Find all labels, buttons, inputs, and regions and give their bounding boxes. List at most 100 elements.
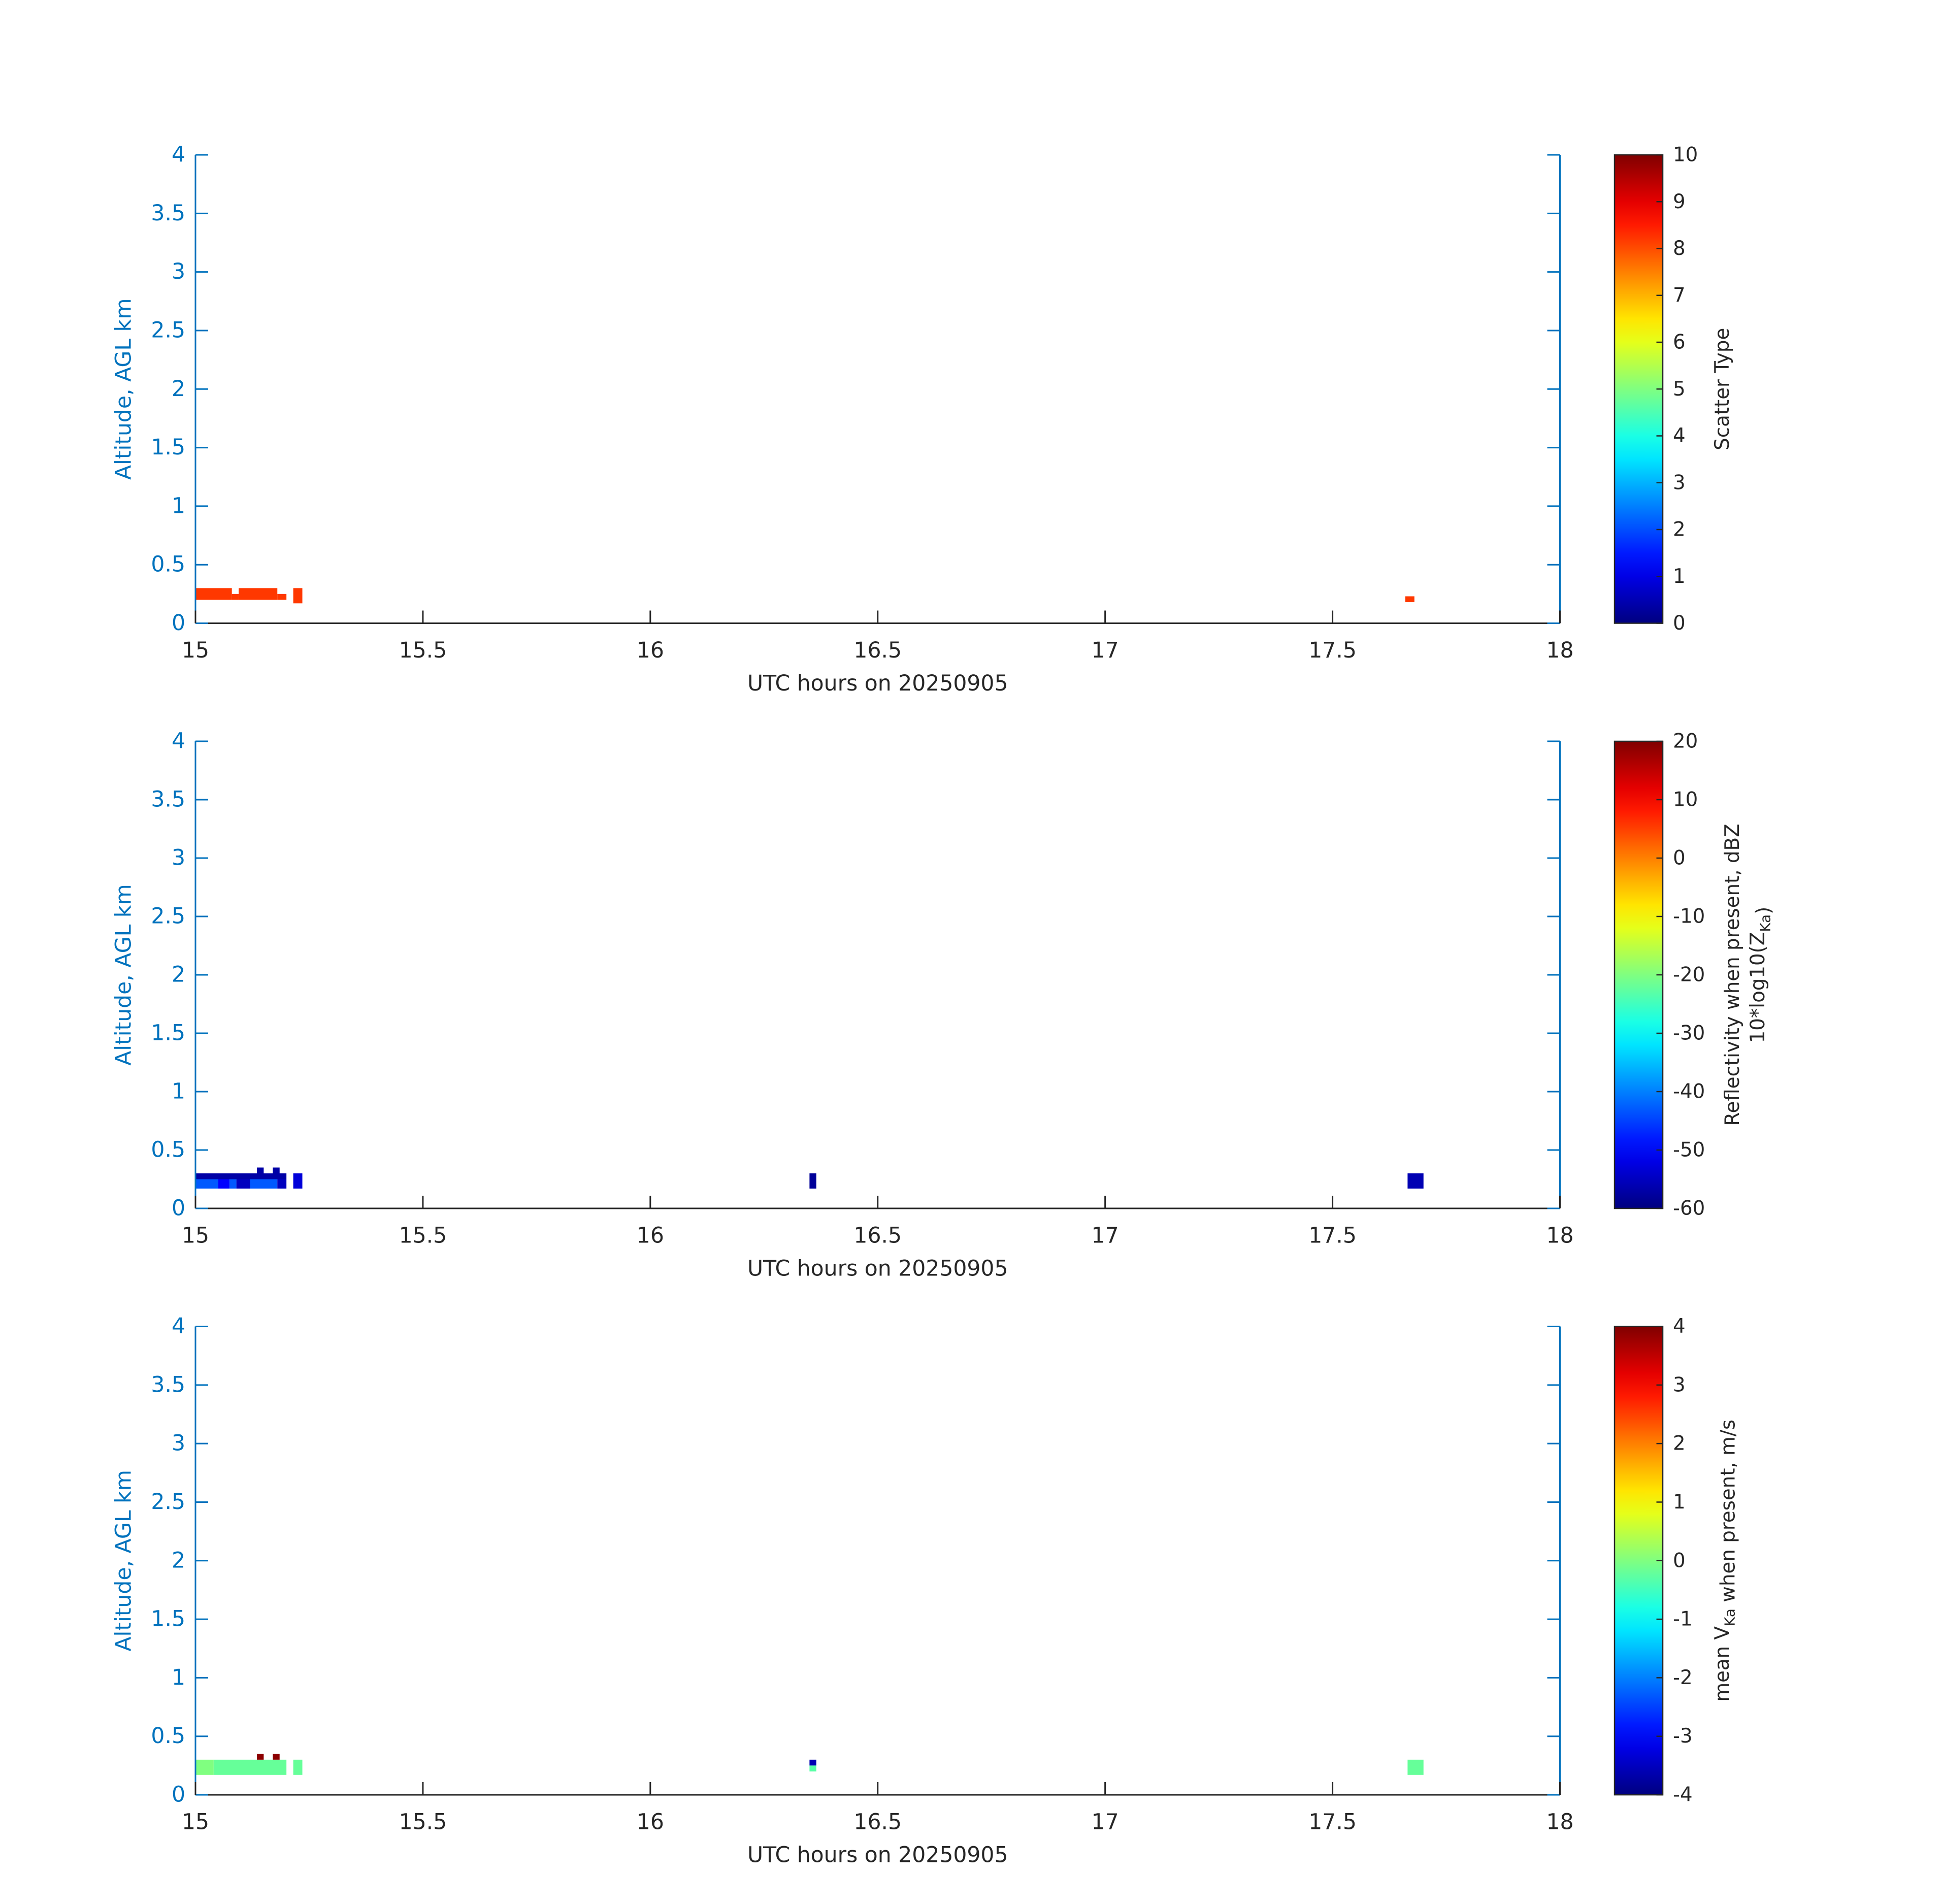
colorbar-tick-label: 0 <box>1673 1549 1686 1572</box>
colorbar-label-line2: 10*log10(ZKa) <box>1747 907 1775 1043</box>
colorbar-tick-label: -20 <box>1673 964 1705 987</box>
x-tick-label: 17.5 <box>1308 638 1357 663</box>
colorbar-tick-label: 1 <box>1673 565 1686 588</box>
data-cell <box>232 594 239 600</box>
x-tick-label: 17.5 <box>1308 1810 1357 1835</box>
data-cell <box>229 1179 237 1189</box>
x-tick-label: 17 <box>1092 638 1119 663</box>
y-tick-label: 0 <box>172 1783 185 1808</box>
colorbar <box>1614 154 1664 624</box>
data-cell <box>250 1179 278 1189</box>
colorbar-label: Scatter Type <box>1711 328 1734 450</box>
x-tick-label: 18 <box>1546 1810 1573 1835</box>
x-tick-label: 16 <box>637 638 664 663</box>
colorbar-tick-label: 7 <box>1673 284 1686 307</box>
y-tick-label: 2.5 <box>151 1490 185 1515</box>
data-cell <box>213 1759 287 1775</box>
y-tick-label: 3 <box>172 846 185 871</box>
colorbar <box>1614 740 1664 1209</box>
y-tick-label: 1.5 <box>151 1607 185 1632</box>
data-cell <box>1407 1759 1424 1775</box>
y-tick-label: 2 <box>172 1548 185 1573</box>
colorbar-tick-label: -3 <box>1673 1725 1693 1748</box>
y-axis-label: Altitude, AGL km <box>112 884 137 1066</box>
colorbar-label: Reflectivity when present, dBZ <box>1721 824 1744 1126</box>
y-tick-label: 0.5 <box>151 1138 185 1163</box>
colorbar-tick-label: 6 <box>1673 331 1686 354</box>
data-cell <box>256 1167 264 1173</box>
data-cell <box>277 1179 287 1189</box>
colorbar-tick-label: -30 <box>1673 1022 1705 1045</box>
colorbar-tick-label: 1 <box>1673 1491 1686 1514</box>
colorbar-tick-label: -1 <box>1673 1608 1693 1631</box>
colorbar-tick-label: 5 <box>1673 378 1686 401</box>
data-cell <box>1407 1173 1424 1189</box>
colorbar <box>1614 1326 1664 1796</box>
colorbar-tick-label: -60 <box>1673 1197 1705 1220</box>
y-tick-label: 3 <box>172 1431 185 1456</box>
colorbar-tick-label: 3 <box>1673 471 1686 494</box>
colorbar-tick-label: 10 <box>1673 144 1698 167</box>
y-tick-label: 0.5 <box>151 552 185 577</box>
y-tick-label: 3.5 <box>151 787 185 812</box>
x-tick-label: 17 <box>1092 1224 1119 1249</box>
y-tick-label: 0 <box>172 1196 185 1221</box>
data-cell <box>809 1173 816 1189</box>
x-tick-label: 16.5 <box>853 1810 902 1835</box>
x-tick-label: 15 <box>182 1224 209 1249</box>
y-tick-label: 2.5 <box>151 904 185 929</box>
data-cell <box>293 1173 303 1189</box>
x-tick-label: 18 <box>1546 638 1573 663</box>
x-tick-label: 15 <box>182 1810 209 1835</box>
x-tick-label: 15.5 <box>399 1224 447 1249</box>
y-tick-label: 1 <box>172 1665 185 1690</box>
x-tick-label: 15.5 <box>399 1810 447 1835</box>
data-cell <box>256 1754 264 1760</box>
colorbar-tick-label: 4 <box>1673 424 1686 447</box>
y-tick-label: 4 <box>172 1314 185 1339</box>
x-tick-label: 15.5 <box>399 638 447 663</box>
data-cell <box>293 588 303 604</box>
data-cell <box>277 594 287 600</box>
data-cell <box>195 588 232 600</box>
colorbar-tick-label: 3 <box>1673 1373 1686 1396</box>
colorbar-tick-label: -4 <box>1673 1784 1693 1807</box>
y-tick-label: 1.5 <box>151 1021 185 1046</box>
y-tick-label: 0 <box>172 611 185 636</box>
chart-panel-3: 0 0.5 1 1.5 2 2.5 3 3.5 4 15 15.5 16 16.5 17 17.5 18 UTC… <box>112 1314 1740 1868</box>
y-tick-label: 1 <box>172 1079 185 1104</box>
colorbar-tick-label: 2 <box>1673 518 1686 541</box>
colorbar-tick-label: 2 <box>1673 1432 1686 1455</box>
y-tick-label: 1.5 <box>151 435 185 460</box>
y-tick-label: 3.5 <box>151 1372 185 1397</box>
y-tick-label: 0.5 <box>151 1724 185 1749</box>
data-cell <box>236 1179 250 1189</box>
data-cell <box>293 1759 303 1775</box>
data-cell <box>273 1754 280 1760</box>
x-tick-label: 16 <box>637 1224 664 1249</box>
y-axis-label: Altitude, AGL km <box>112 298 137 480</box>
colorbar-tick-label: 20 <box>1673 730 1698 753</box>
data-cell <box>218 1179 230 1189</box>
colorbar-label: mean VKa when present, m/s <box>1711 1420 1740 1702</box>
x-tick-label: 17.5 <box>1308 1224 1357 1249</box>
colorbar-tick-label: 0 <box>1673 612 1686 635</box>
x-tick-label: 17 <box>1092 1810 1119 1835</box>
x-tick-label: 16.5 <box>853 638 902 663</box>
colorbar-tick-label: 10 <box>1673 789 1698 811</box>
colorbar-tick-label: 9 <box>1673 190 1686 213</box>
y-tick-label: 2 <box>172 963 185 988</box>
x-tick-label: 15 <box>182 638 209 663</box>
y-tick-label: 1 <box>172 494 185 518</box>
y-tick-label: 3 <box>172 259 185 284</box>
x-tick-label: 18 <box>1546 1224 1573 1249</box>
data-cell <box>195 1759 214 1775</box>
colorbar-tick-label: 0 <box>1673 847 1686 870</box>
chart-panel-2: 0 0.5 1 1.5 2 2.5 3 3.5 4 15 15.5 16 16.5 17 17.5 18 UTC… <box>112 729 1775 1282</box>
y-tick-label: 3.5 <box>151 201 185 226</box>
x-tick-label: 16.5 <box>853 1224 902 1249</box>
colorbar-tick-label: -50 <box>1673 1139 1705 1162</box>
y-axis-label: Altitude, AGL km <box>112 1470 137 1652</box>
